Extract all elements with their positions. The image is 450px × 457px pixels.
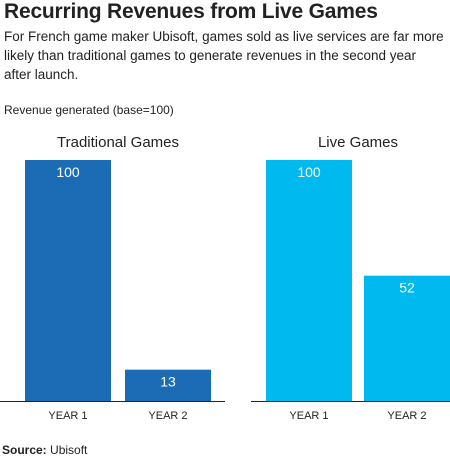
bar-value-label: 100	[297, 164, 321, 180]
bar-live-games-1	[266, 160, 352, 401]
panel-title-traditional-games: Traditional Games	[57, 134, 179, 151]
panel-title-live-games: Live Games	[318, 134, 398, 151]
x-tick-label: YEAR 2	[148, 410, 187, 422]
chart-title: Recurring Revenues from Live Games	[4, 0, 378, 23]
x-tick-label: YEAR 1	[289, 410, 328, 422]
bar-traditional-games-2	[125, 369, 211, 401]
bar-value-label: 100	[56, 164, 80, 180]
bar-value-label: 52	[399, 280, 415, 296]
source-note: Source: Ubisoft	[2, 443, 87, 457]
bar-live-games-2	[364, 275, 450, 401]
chart-subtitle: For French game maker Ubisoft, games sol…	[4, 29, 444, 82]
source-label: Source:	[2, 443, 47, 457]
bar-value-label: 13	[160, 374, 176, 390]
x-tick-label: YEAR 1	[48, 410, 87, 422]
x-tick-label: YEAR 2	[387, 410, 426, 422]
bar-traditional-games-1	[25, 160, 111, 401]
y-axis-label: Revenue generated (base=100)	[4, 103, 174, 117]
source-value: Ubisoft	[50, 443, 88, 457]
